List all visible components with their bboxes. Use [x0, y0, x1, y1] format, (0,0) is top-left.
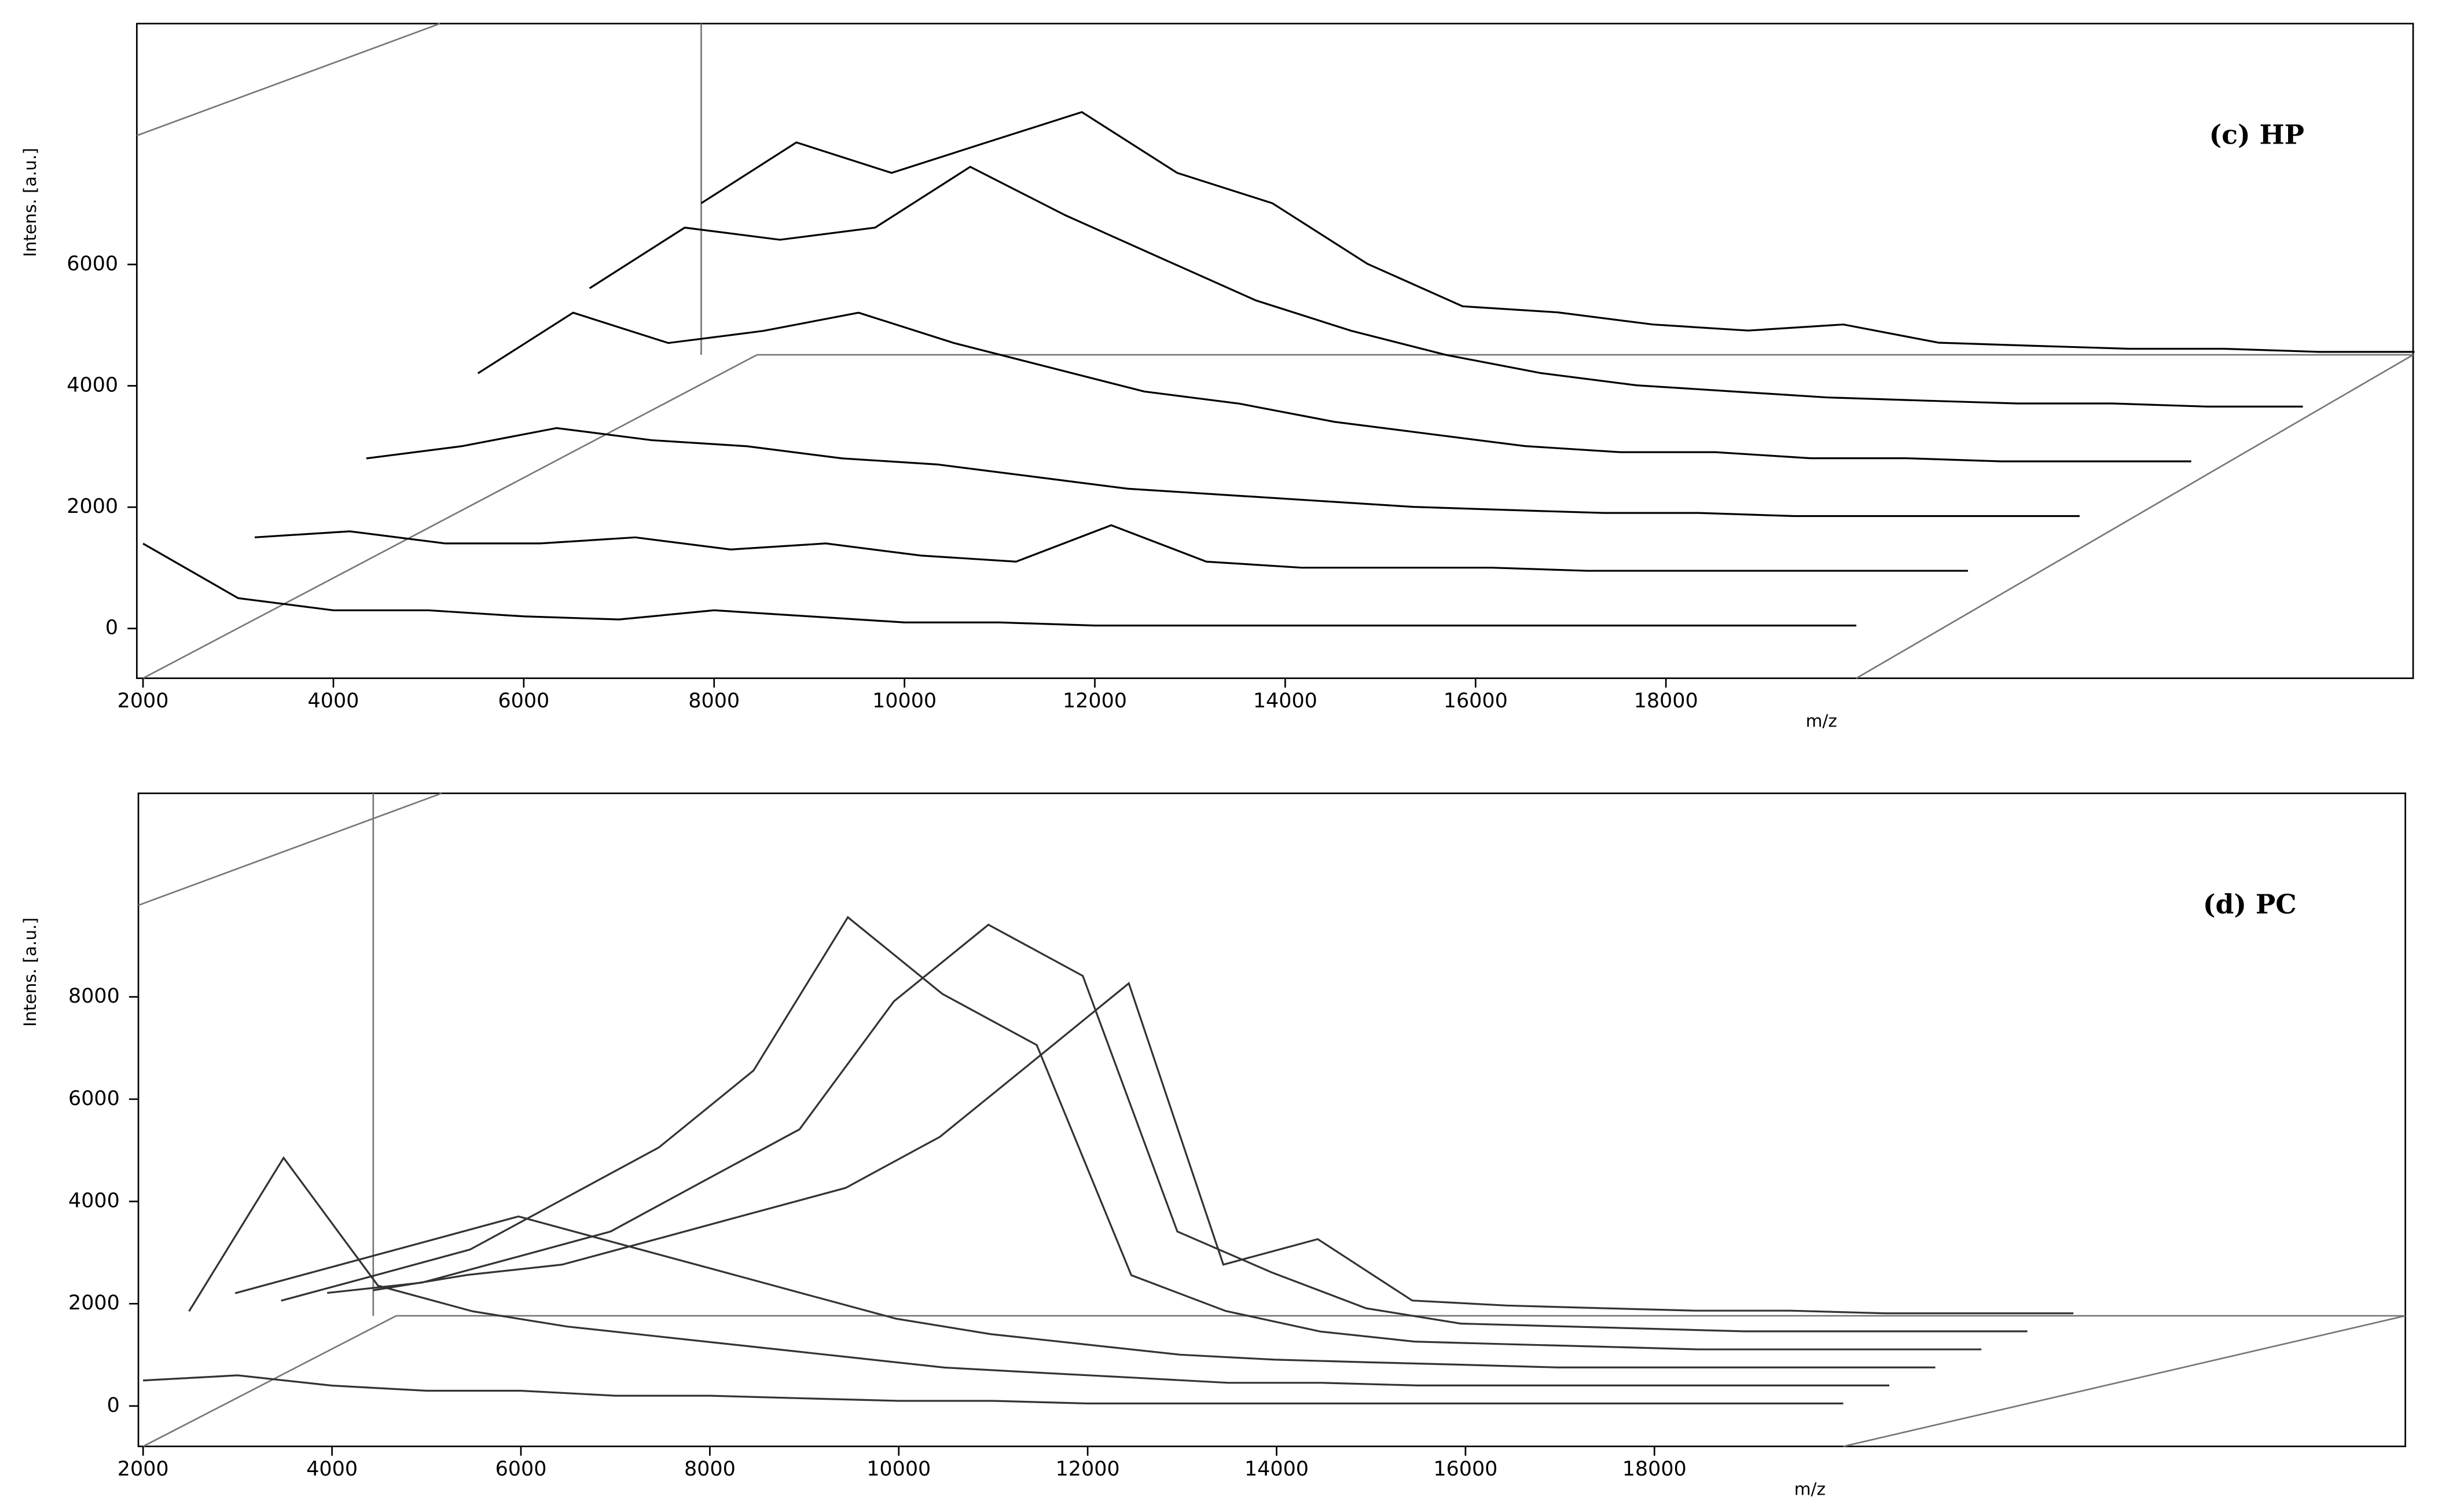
wall-edge	[138, 792, 442, 907]
annotation: (c) HP	[2209, 119, 2304, 150]
annotation: (d) PC	[2203, 889, 2297, 920]
x-tick-label: 14000	[1253, 689, 1317, 713]
spectrum	[281, 916, 1982, 1350]
x-tick-label: 6000	[495, 1458, 547, 1481]
floor-edge	[1843, 1315, 2406, 1447]
x-tick-label: 18000	[1622, 1458, 1687, 1481]
y-axis-label: Intens. [a.u.]	[20, 918, 40, 1027]
spectrum	[366, 427, 2080, 518]
x-axis-label: m/z	[1806, 711, 1837, 731]
x-tick-label: 16000	[1433, 1458, 1497, 1481]
x-tick-label: 16000	[1444, 689, 1508, 713]
spectrum	[234, 1215, 1936, 1368]
x-tick-label: 10000	[872, 689, 937, 713]
y-tick-label: 2000	[68, 1291, 120, 1315]
x-axis-label: m/z	[1794, 1479, 1826, 1499]
spectrum	[700, 111, 2415, 353]
y-tick-label: 8000	[68, 985, 120, 1008]
y-tick-label: 0	[105, 616, 118, 640]
spectrum	[254, 524, 1968, 572]
spectrum	[589, 166, 2303, 408]
plot-frame	[137, 792, 2406, 1448]
spectrum	[143, 1374, 1844, 1405]
x-tick-label: 6000	[498, 689, 549, 713]
y-tick-label: 0	[107, 1394, 120, 1417]
spectrum	[477, 311, 2191, 463]
wall-edge	[136, 23, 440, 137]
floor-edge	[142, 354, 758, 679]
x-tick-label: 4000	[308, 689, 359, 713]
x-tick-label: 2000	[118, 689, 169, 713]
spectrum	[327, 923, 2028, 1333]
y-tick-label: 2000	[67, 495, 118, 518]
x-tick-label: 2000	[118, 1458, 169, 1481]
x-tick-label: 8000	[688, 689, 740, 713]
x-tick-label: 18000	[1634, 689, 1698, 713]
x-tick-label: 12000	[1056, 1458, 1120, 1481]
y-tick-label: 6000	[68, 1087, 120, 1110]
y-axis-label: Intens. [a.u.]	[20, 148, 40, 257]
floor-edge	[142, 1315, 397, 1447]
spectrum	[188, 1156, 1890, 1386]
x-tick-label: 10000	[866, 1458, 931, 1481]
x-tick-label: 12000	[1063, 689, 1127, 713]
y-tick-label: 4000	[68, 1189, 120, 1212]
spectrum	[373, 982, 2074, 1315]
spectrum	[142, 542, 1857, 627]
y-tick-label: 4000	[67, 374, 118, 397]
floor-edge	[1856, 354, 2414, 679]
y-tick-label: 6000	[67, 252, 118, 276]
x-tick-label: 14000	[1244, 1458, 1309, 1481]
x-tick-label: 8000	[684, 1458, 736, 1481]
x-tick-label: 4000	[306, 1458, 358, 1481]
